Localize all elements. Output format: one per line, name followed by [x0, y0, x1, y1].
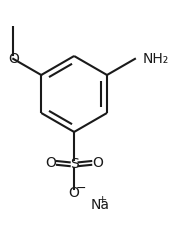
Text: O: O — [92, 156, 103, 170]
Text: O: O — [45, 156, 56, 170]
Text: S: S — [70, 157, 79, 171]
Text: Na: Na — [91, 198, 110, 212]
Text: NH₂: NH₂ — [142, 52, 169, 66]
Text: O: O — [8, 52, 19, 66]
Text: −: − — [76, 182, 86, 195]
Text: +: + — [98, 195, 107, 205]
Text: O: O — [69, 186, 80, 200]
